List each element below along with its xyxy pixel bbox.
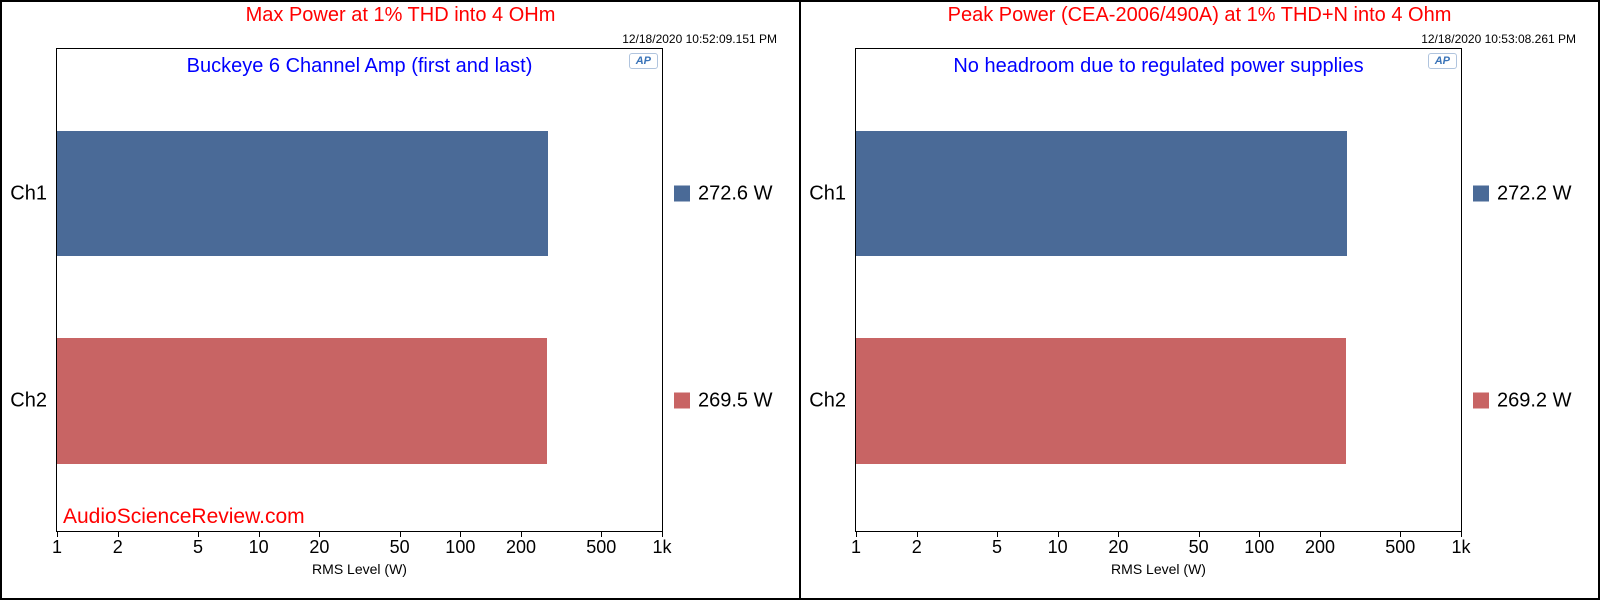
watermark-text: AudioScienceReview.com	[63, 505, 305, 529]
x-axis-label: RMS Level (W)	[1111, 561, 1206, 577]
legend-item: 272.2 W	[1473, 182, 1571, 205]
category-label: Ch1	[809, 182, 846, 205]
x-tick-label: 1	[52, 537, 62, 558]
x-tick-label: 20	[1108, 537, 1128, 558]
category-label: Ch2	[809, 389, 846, 412]
x-tick-label: 500	[1385, 537, 1415, 558]
legend-item: 269.5 W	[674, 389, 772, 412]
legend-swatch	[1473, 393, 1489, 409]
x-tick-label: 5	[193, 537, 203, 558]
legend-item: 269.2 W	[1473, 389, 1571, 412]
x-tick-label: 1k	[652, 537, 671, 558]
x-tick-label: 20	[309, 537, 329, 558]
x-tick-label: 500	[586, 537, 616, 558]
ap-logo: AP	[629, 53, 658, 69]
chart-title: Peak Power (CEA-2006/490A) at 1% THD+N i…	[801, 4, 1598, 27]
chart-annotation: Buckeye 6 Channel Amp (first and last)	[57, 55, 662, 78]
x-axis-label: RMS Level (W)	[312, 561, 407, 577]
x-tick-label: 1	[851, 537, 861, 558]
legend-swatch	[674, 186, 690, 202]
ap-logo: AP	[1428, 53, 1457, 69]
chart-container: Max Power at 1% THD into 4 OHm 12/18/2020…	[0, 0, 1600, 600]
legend-value: 269.2 W	[1497, 389, 1571, 412]
x-tick-label: 10	[249, 537, 269, 558]
x-tick-label: 100	[445, 537, 475, 558]
legend-value: 272.2 W	[1497, 182, 1571, 205]
x-tick-label: 200	[1305, 537, 1335, 558]
category-label: Ch1	[10, 182, 47, 205]
chart-title: Max Power at 1% THD into 4 OHm	[2, 4, 799, 27]
data-bar	[856, 131, 1347, 256]
plot-area: No headroom due to regulated power suppl…	[855, 48, 1462, 532]
x-tick-label: 50	[1189, 537, 1209, 558]
x-tick-label: 50	[390, 537, 410, 558]
data-bar	[57, 338, 547, 463]
legend-item: 272.6 W	[674, 182, 772, 205]
chart-annotation: No headroom due to regulated power suppl…	[856, 55, 1461, 78]
x-tick-label: 5	[992, 537, 1002, 558]
legend-value: 272.6 W	[698, 182, 772, 205]
x-tick-label: 1k	[1451, 537, 1470, 558]
x-tick-label: 2	[912, 537, 922, 558]
chart-panel: Max Power at 1% THD into 4 OHm 12/18/2020…	[2, 2, 801, 598]
x-tick-label: 100	[1244, 537, 1274, 558]
legend-swatch	[674, 393, 690, 409]
data-bar	[57, 131, 548, 256]
plot-area: Buckeye 6 Channel Amp (first and last)AP…	[56, 48, 663, 532]
legend-value: 269.5 W	[698, 389, 772, 412]
chart-timestamp: 12/18/2020 10:53:08.261 PM	[1421, 32, 1576, 46]
chart-timestamp: 12/18/2020 10:52:09.151 PM	[622, 32, 777, 46]
x-tick-label: 2	[113, 537, 123, 558]
x-tick-label: 10	[1048, 537, 1068, 558]
category-label: Ch2	[10, 389, 47, 412]
x-tick-label: 200	[506, 537, 536, 558]
legend-swatch	[1473, 186, 1489, 202]
chart-panel: Peak Power (CEA-2006/490A) at 1% THD+N i…	[801, 2, 1598, 598]
data-bar	[856, 338, 1346, 463]
